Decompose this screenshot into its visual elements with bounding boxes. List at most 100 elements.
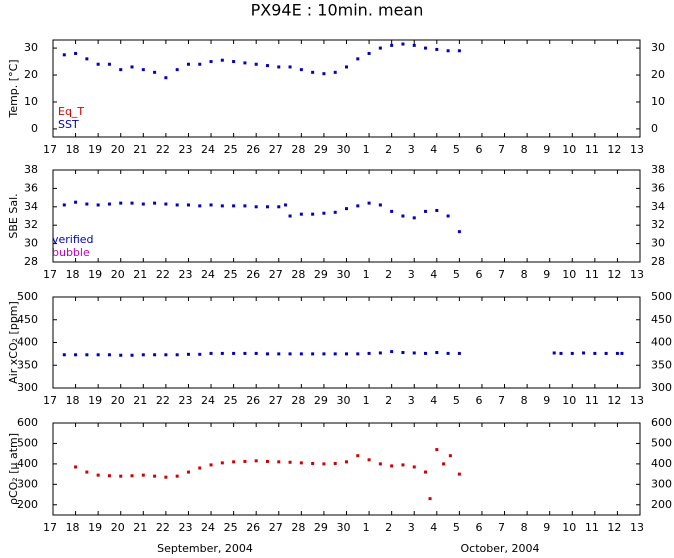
data-point bbox=[198, 204, 202, 208]
y-tick-label: 32 bbox=[24, 218, 38, 231]
x-tick-label: 21 bbox=[133, 143, 147, 156]
data-point bbox=[401, 351, 405, 355]
data-point bbox=[96, 473, 100, 477]
x-tick-label: 4 bbox=[430, 268, 437, 281]
y-tick-label: 200 bbox=[651, 498, 672, 511]
x-tick-label: 19 bbox=[88, 268, 102, 281]
x-tick-label: 30 bbox=[337, 268, 351, 281]
x-tick-label: 27 bbox=[269, 521, 283, 534]
x-tick-label: 18 bbox=[66, 268, 80, 281]
y-tick-label: 20 bbox=[24, 68, 38, 81]
y-tick-label: 400 bbox=[17, 457, 38, 470]
month-label: October, 2004 bbox=[460, 542, 539, 555]
y-tick-label: 400 bbox=[651, 336, 672, 349]
data-point bbox=[220, 204, 224, 208]
y-tick-label: 450 bbox=[651, 313, 672, 326]
x-tick-label: 5 bbox=[453, 268, 460, 281]
data-point bbox=[412, 465, 416, 469]
data-point bbox=[448, 454, 452, 458]
data-point bbox=[442, 462, 446, 466]
y-axis-label: SBE Sal. bbox=[7, 193, 20, 238]
data-point bbox=[378, 203, 382, 207]
x-tick-label: 23 bbox=[178, 521, 192, 534]
data-point bbox=[186, 203, 190, 207]
data-point bbox=[288, 352, 292, 356]
data-point bbox=[615, 351, 619, 355]
x-tick-label: 11 bbox=[585, 521, 599, 534]
data-point bbox=[85, 353, 89, 357]
x-tick-label: 27 bbox=[269, 143, 283, 156]
data-point bbox=[559, 351, 563, 355]
data-point bbox=[254, 351, 258, 355]
data-point bbox=[378, 351, 382, 355]
y-tick-label: 500 bbox=[17, 290, 38, 303]
x-tick-label: 11 bbox=[585, 143, 599, 156]
data-point bbox=[107, 353, 111, 357]
data-point bbox=[164, 475, 168, 479]
data-point bbox=[164, 76, 168, 80]
data-point bbox=[74, 465, 78, 469]
x-tick-label: 25 bbox=[224, 394, 238, 407]
y-tick-label: 600 bbox=[651, 416, 672, 429]
x-tick-label: 3 bbox=[408, 394, 415, 407]
data-point bbox=[457, 472, 461, 476]
data-point bbox=[141, 202, 145, 206]
x-tick-label: 20 bbox=[111, 394, 125, 407]
data-point bbox=[130, 353, 134, 357]
data-point bbox=[243, 204, 247, 208]
x-tick-label: 7 bbox=[498, 521, 505, 534]
y-tick-label: 30 bbox=[24, 41, 38, 54]
x-tick-label: 13 bbox=[630, 268, 644, 281]
x-tick-label: 8 bbox=[521, 268, 528, 281]
y-tick-label: 350 bbox=[651, 358, 672, 371]
data-point bbox=[220, 58, 224, 62]
x-tick-label: 27 bbox=[269, 394, 283, 407]
x-tick-label: 3 bbox=[408, 268, 415, 281]
data-point bbox=[186, 62, 190, 66]
x-tick-label: 19 bbox=[88, 143, 102, 156]
data-point bbox=[428, 497, 432, 501]
x-tick-label: 9 bbox=[543, 521, 550, 534]
x-tick-label: 20 bbox=[111, 521, 125, 534]
legend-entry: verified bbox=[52, 233, 94, 246]
y-tick-label: 32 bbox=[651, 218, 665, 231]
data-point bbox=[299, 68, 303, 72]
x-tick-label: 1 bbox=[363, 394, 370, 407]
x-tick-label: 21 bbox=[133, 268, 147, 281]
y-tick-label: 34 bbox=[651, 200, 665, 213]
x-tick-label: 21 bbox=[133, 521, 147, 534]
x-tick-label: 4 bbox=[430, 143, 437, 156]
data-point bbox=[593, 351, 597, 355]
data-point bbox=[153, 70, 157, 74]
x-tick-label: 30 bbox=[337, 394, 351, 407]
y-axis-label: ρCO₂ [μ atm] bbox=[7, 433, 20, 505]
data-point bbox=[435, 351, 439, 355]
x-tick-label: 28 bbox=[291, 521, 305, 534]
x-tick-label: 26 bbox=[246, 521, 260, 534]
data-point bbox=[107, 62, 111, 66]
data-point bbox=[74, 51, 78, 55]
x-tick-label: 20 bbox=[111, 268, 125, 281]
y-tick-label: 10 bbox=[24, 95, 38, 108]
y-tick-label: 36 bbox=[24, 181, 38, 194]
x-tick-label: 27 bbox=[269, 268, 283, 281]
y-tick-label: 300 bbox=[651, 381, 672, 394]
y-tick-label: 30 bbox=[651, 41, 665, 54]
y-tick-label: 34 bbox=[24, 200, 38, 213]
data-point bbox=[333, 70, 337, 74]
data-point bbox=[457, 351, 461, 355]
x-tick-label: 13 bbox=[630, 143, 644, 156]
x-tick-label: 6 bbox=[475, 268, 482, 281]
x-tick-label: 18 bbox=[66, 521, 80, 534]
data-point bbox=[367, 351, 371, 355]
data-point bbox=[435, 208, 439, 212]
x-tick-label: 1 bbox=[363, 143, 370, 156]
x-tick-label: 12 bbox=[607, 521, 621, 534]
plot-frame bbox=[52, 296, 641, 389]
x-tick-label: 25 bbox=[224, 268, 238, 281]
x-tick-label: 6 bbox=[475, 394, 482, 407]
x-tick-label: 25 bbox=[224, 143, 238, 156]
data-point bbox=[446, 214, 450, 218]
x-tick-label: 29 bbox=[314, 521, 328, 534]
data-point bbox=[552, 351, 556, 355]
